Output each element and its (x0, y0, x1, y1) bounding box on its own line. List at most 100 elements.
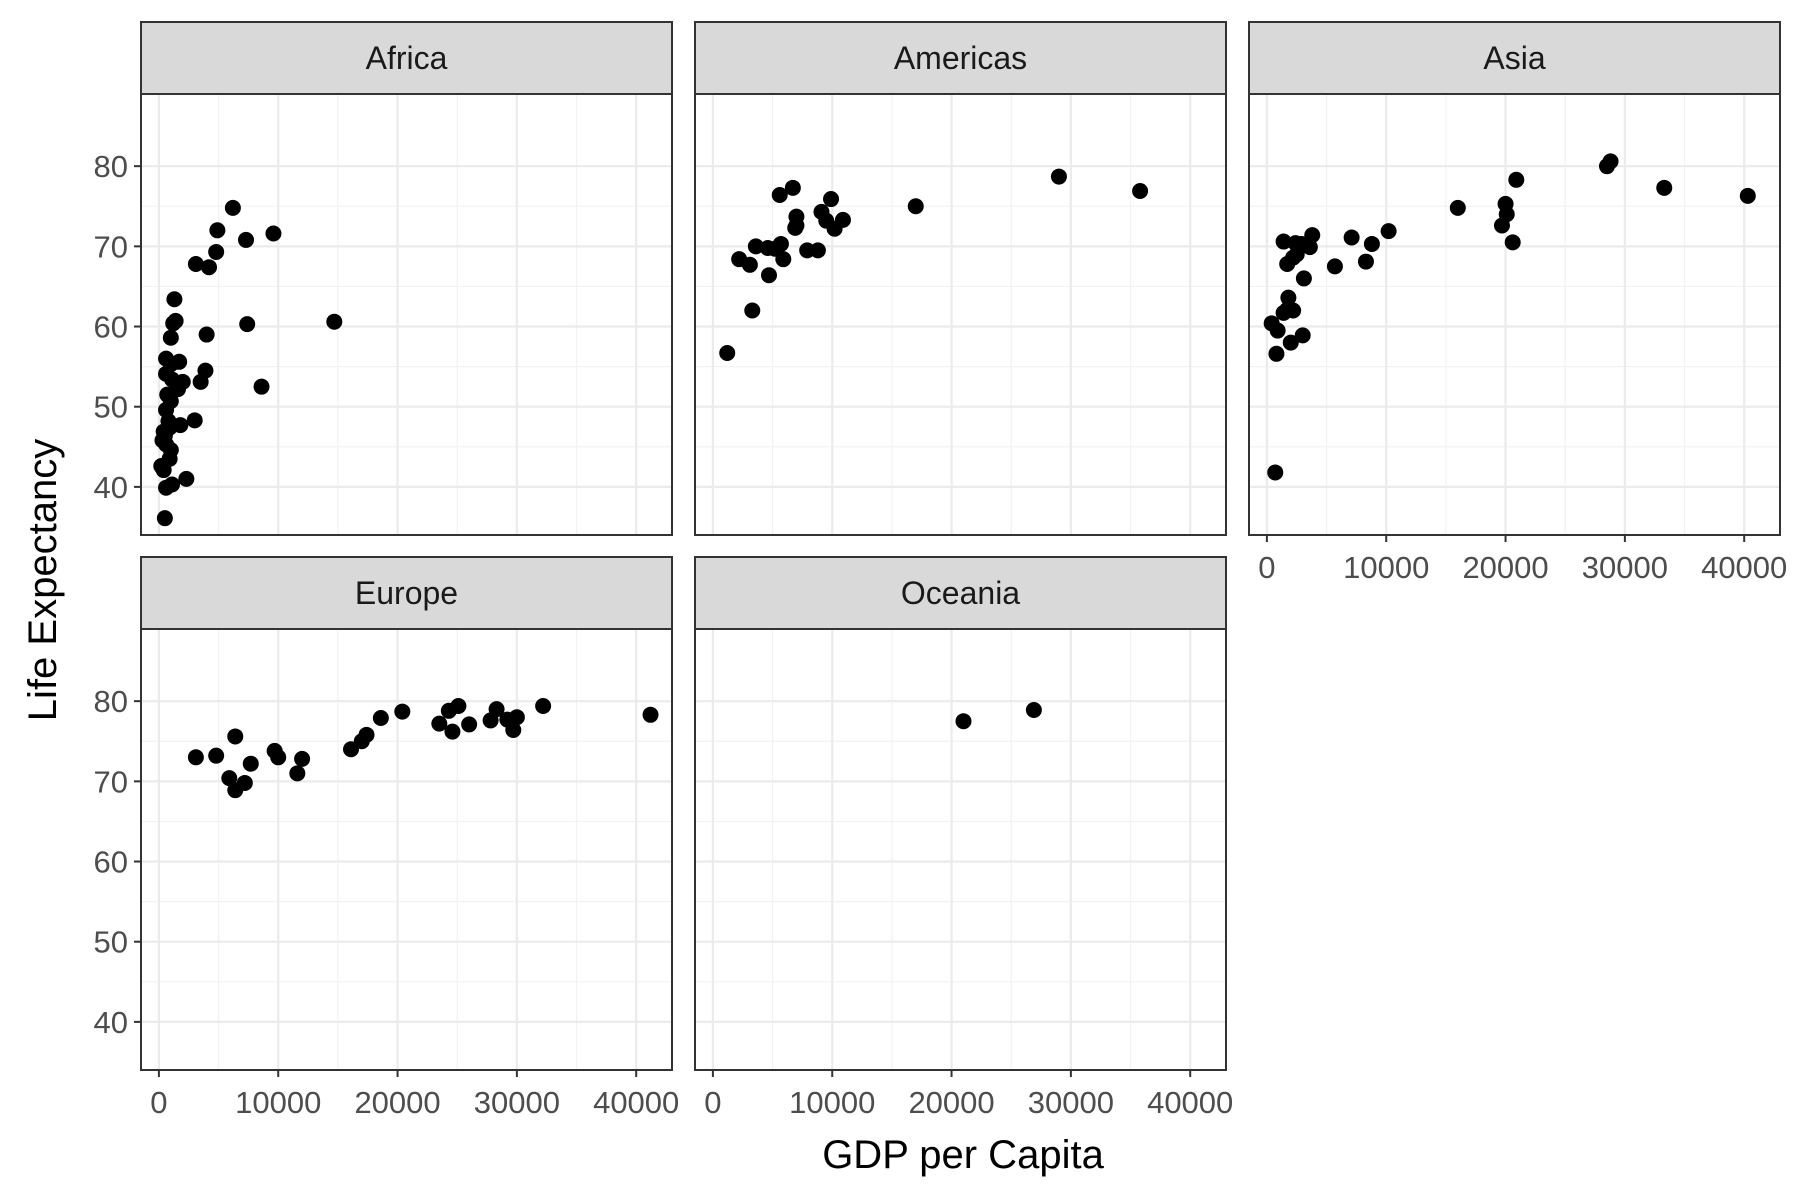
data-point (1282, 334, 1299, 351)
x-tick-label: 40000 (1147, 1085, 1233, 1120)
data-point (535, 697, 552, 714)
data-point (1050, 168, 1067, 185)
data-point (1656, 179, 1673, 196)
y-tick-label: 40 (94, 470, 128, 505)
y-tick-label: 80 (94, 684, 128, 719)
data-point (186, 412, 203, 429)
data-point (1132, 183, 1149, 200)
data-point (1343, 229, 1360, 246)
x-tick-label: 30000 (474, 1085, 560, 1120)
facet-panels: Africa 40 50 60 70 80 Americas Asia 0 10000 20000 3… (94, 21, 1787, 1120)
x-tick-label: 20000 (354, 1085, 440, 1120)
data-point (294, 750, 311, 767)
data-point (1279, 255, 1296, 272)
data-point (221, 770, 238, 787)
facet-strip-label: Oceania (901, 575, 1020, 611)
facet-strip-label: Americas (894, 40, 1027, 76)
x-tick-label: 0 (150, 1085, 167, 1120)
data-point (1739, 187, 1756, 204)
y-tick-label: 80 (94, 149, 128, 184)
data-point (238, 231, 255, 248)
x-tick-label: 10000 (1343, 550, 1429, 585)
y-tick-label: 50 (94, 390, 128, 425)
facet-panel: Africa 40 50 60 70 80 (94, 21, 673, 536)
facet-panel: Asia 0 10000 20000 30000 40000 (1248, 21, 1787, 585)
data-point (253, 378, 270, 395)
data-point (744, 302, 761, 319)
data-point (719, 344, 736, 361)
data-point (1267, 464, 1284, 481)
data-point (162, 329, 179, 346)
data-point (201, 259, 218, 276)
panel-border (694, 628, 1227, 1071)
y-tick-label: 60 (94, 845, 128, 880)
data-point (823, 191, 840, 208)
data-point (955, 713, 972, 730)
data-point (771, 187, 788, 204)
data-point (227, 728, 244, 745)
data-point (1449, 199, 1466, 216)
x-tick-label: 0 (704, 1085, 721, 1120)
data-point (482, 712, 499, 729)
data-point (1357, 253, 1374, 270)
data-point (642, 706, 659, 723)
data-point (1025, 701, 1042, 718)
facet-panel: Oceania 0 10000 20000 30000 40000 (694, 556, 1233, 1120)
data-point (1280, 289, 1297, 306)
x-tick-label: 0 (1258, 550, 1275, 585)
panel-background (141, 629, 672, 1070)
data-point (1285, 302, 1302, 319)
data-point (1493, 217, 1510, 234)
data-point (156, 510, 173, 527)
data-point (224, 199, 241, 216)
facet-strip (140, 556, 673, 630)
data-point (760, 267, 777, 284)
data-point (158, 479, 175, 496)
data-point (178, 470, 195, 487)
data-point (741, 256, 758, 273)
panel-background (1249, 94, 1780, 535)
data-point (289, 765, 306, 782)
data-point (775, 251, 792, 268)
panel-border (140, 628, 673, 1071)
data-point (747, 238, 764, 255)
data-point (784, 179, 801, 196)
data-point (209, 222, 226, 239)
data-point (187, 749, 204, 766)
data-point (208, 243, 225, 260)
panel-background (695, 94, 1226, 535)
panel-border (140, 93, 673, 536)
data-point (1269, 322, 1286, 339)
data-point (166, 291, 183, 308)
data-point (343, 741, 360, 758)
x-tick-label: 30000 (1582, 550, 1668, 585)
data-point (187, 255, 204, 272)
data-point (505, 722, 522, 739)
data-point (1380, 223, 1397, 240)
data-point (242, 755, 259, 772)
x-tick-label: 40000 (593, 1085, 679, 1120)
data-point (787, 219, 804, 236)
data-point (1598, 158, 1615, 175)
data-point (1294, 327, 1311, 344)
y-tick-label: 50 (94, 925, 128, 960)
facet-strip (1248, 21, 1781, 95)
panel-background (695, 629, 1226, 1070)
x-tick-label: 40000 (1701, 550, 1787, 585)
data-point (239, 316, 256, 333)
data-point (1301, 239, 1318, 256)
facet-panel: Americas (694, 21, 1227, 536)
data-point (236, 774, 253, 791)
data-point (907, 198, 924, 215)
data-point (208, 747, 225, 764)
data-point (1504, 234, 1521, 251)
facet-strip (140, 21, 673, 95)
x-tick-label: 10000 (789, 1085, 875, 1120)
facet-strip-label: Asia (1483, 40, 1545, 76)
data-point (809, 242, 826, 259)
data-point (265, 225, 282, 242)
data-point (1304, 227, 1321, 244)
data-point (1363, 235, 1380, 252)
data-point (198, 326, 215, 343)
